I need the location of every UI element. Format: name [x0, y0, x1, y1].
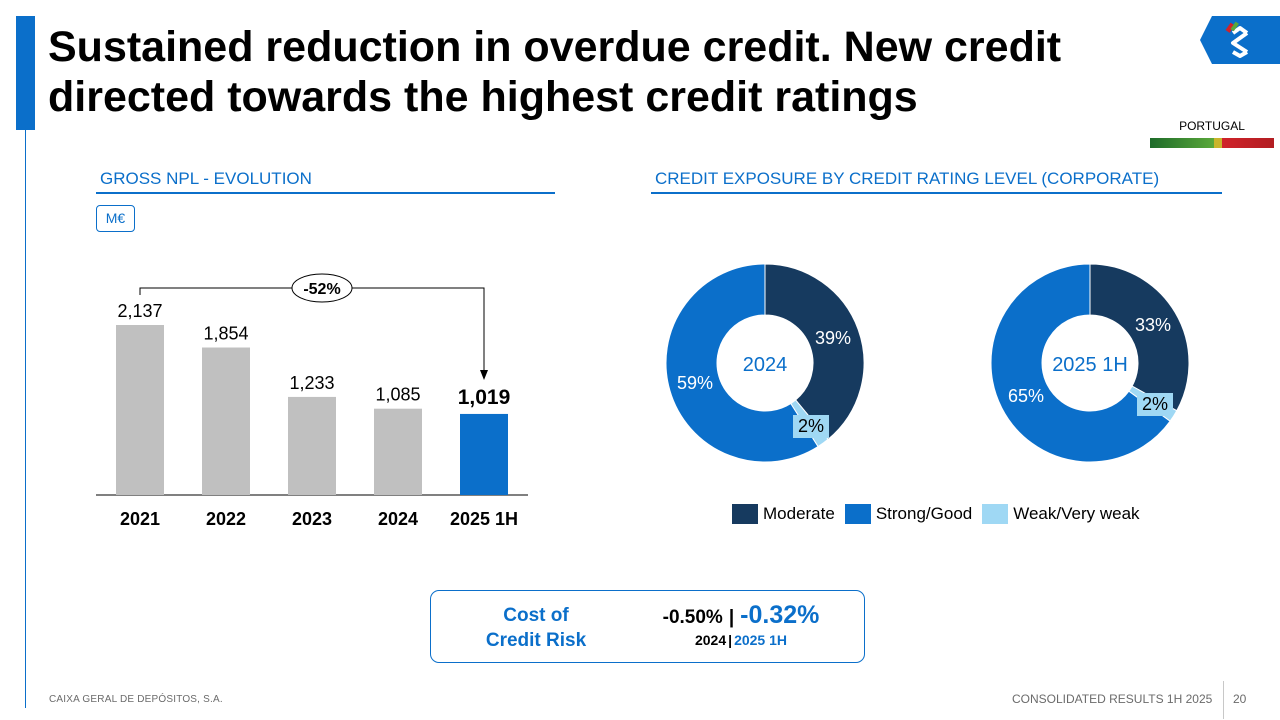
footer-company: CAIXA GERAL DE DEPÓSITOS, S.A. — [49, 694, 223, 705]
donut-value-label: 33% — [1135, 315, 1171, 335]
footer-divider — [1223, 681, 1224, 719]
bar-2021 — [116, 325, 164, 495]
country-label: PORTUGAL — [1179, 119, 1245, 133]
donut-value-label: 2% — [798, 416, 824, 436]
donut-center-label: 2024 — [743, 354, 788, 376]
legend-swatch — [732, 504, 758, 524]
legend-item-weak: Weak/Very weak — [982, 504, 1140, 524]
cost-label-line1: Cost of — [503, 605, 569, 626]
country-flag-bar — [1150, 138, 1274, 148]
cgd-logo-icon — [1200, 16, 1280, 64]
donut-slice-strong-good — [665, 263, 819, 463]
bar-2022 — [202, 347, 250, 495]
bar-category-label: 2021 — [120, 509, 160, 529]
legend-item-moderate: Moderate — [732, 504, 835, 524]
cost-period-2025: 2025 1H — [734, 632, 787, 648]
donut-value-label: 59% — [677, 373, 713, 393]
bar-value-label: 1,019 — [458, 386, 511, 409]
cost-period-separator: | — [728, 632, 733, 648]
donut-slice-moderate — [1089, 263, 1190, 412]
unit-badge: M€ — [96, 205, 135, 232]
legend-label: Weak/Very weak — [1013, 504, 1140, 523]
bar-value-label: 1,854 — [203, 324, 248, 344]
legend-swatch — [844, 504, 871, 524]
bar-2024 — [374, 408, 422, 495]
bar-change-badge — [291, 273, 353, 303]
donut-slice-moderate — [764, 263, 865, 440]
donut-value-label: 39% — [815, 328, 851, 348]
exposure-section-title: CREDIT EXPOSURE BY CREDIT RATING LEVEL (… — [651, 169, 1222, 194]
page-title: Sustained reduction in overdue credit. N… — [48, 23, 1062, 121]
page-number: 20 — [1233, 692, 1247, 706]
legend-label: Strong/Good — [875, 504, 973, 523]
bar-2025-1h — [460, 413, 508, 495]
cost-value-2024: -0.50% — [662, 607, 723, 628]
legend-label: Moderate — [763, 504, 835, 523]
donut-value-label: 65% — [1008, 386, 1044, 406]
bar-value-label: 1,233 — [289, 373, 334, 393]
cost-separator: | — [728, 607, 735, 628]
cost-period-2024: 2024 — [694, 632, 727, 648]
cost-value-2025: -0.32% — [740, 601, 820, 629]
bar-category-label: 2022 — [206, 509, 246, 529]
donut-center-label: 2025 1H — [1052, 354, 1128, 376]
bar-category-label: 2024 — [378, 509, 418, 529]
donut-legend: Moderate Strong/Good Weak/Very weak — [732, 503, 1150, 525]
cost-of-risk-box: Cost of Credit Risk -0.50% | -0.32% 2024 | 2… — [430, 590, 865, 663]
legend-swatch — [982, 504, 1009, 524]
bar-2023 — [288, 396, 336, 495]
donut-value-label: 2% — [1142, 394, 1168, 414]
npl-section-title: GROSS NPL - EVOLUTION — [96, 169, 555, 194]
cost-label-line2: Credit Risk — [485, 630, 587, 651]
bar-value-label: 2,137 — [117, 301, 162, 321]
legend-item-strong-good: Strong/Good — [844, 504, 973, 524]
bar-category-label: 2025 1H — [450, 509, 518, 529]
donut-label-box — [1137, 393, 1173, 416]
cost-of-risk-values: -0.50% | -0.32% 2024 | 2025 1H — [636, 601, 846, 648]
bar-change-arrowhead — [480, 369, 488, 380]
footer-report: CONSOLIDATED RESULTS 1H 2025 — [1012, 692, 1213, 706]
bar-category-label: 2023 — [292, 509, 332, 529]
bar-value-label: 1,085 — [375, 385, 420, 405]
left-margin-rule — [25, 130, 26, 708]
donut-slice-strong-good — [990, 263, 1171, 463]
title-accent-bar — [16, 16, 35, 130]
donut-label-box — [793, 415, 829, 438]
bar-change-label: -52% — [303, 281, 340, 298]
cost-of-risk-label: Cost of Credit Risk — [461, 603, 611, 653]
